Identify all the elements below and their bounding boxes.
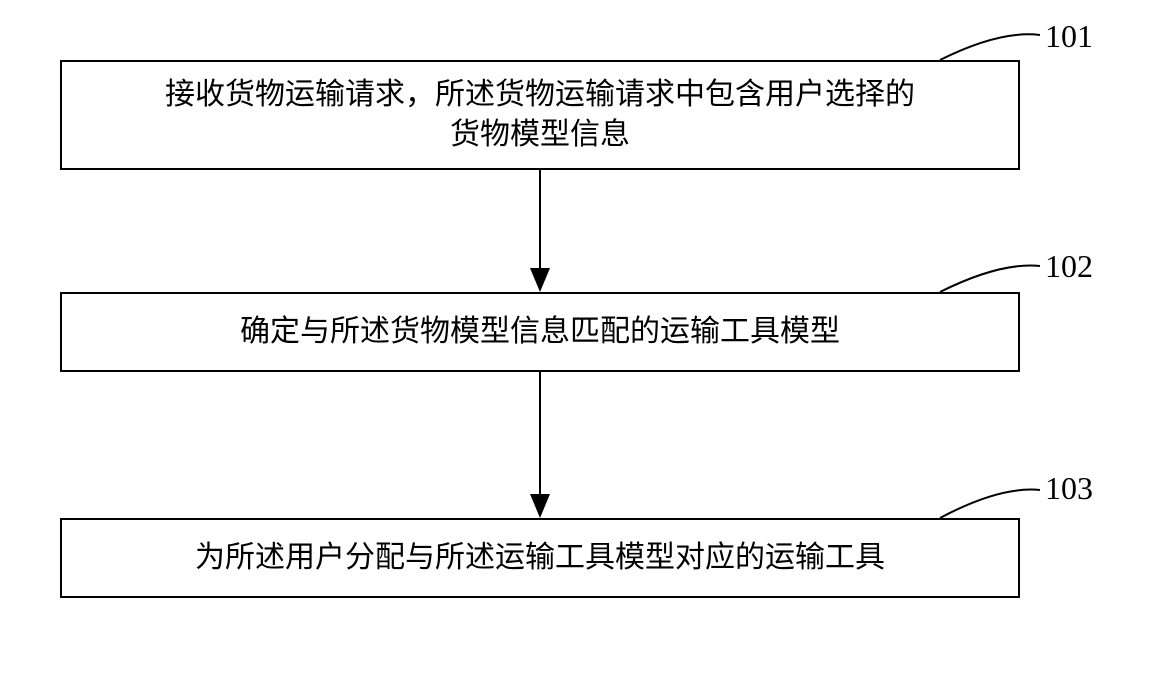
- flowchart-node-text: 确定与所述货物模型信息匹配的运输工具模型: [240, 312, 840, 353]
- flowchart-node-103: 为所述用户分配与所述运输工具模型对应的运输工具: [60, 518, 1020, 598]
- flowchart-node-text: 为所述用户分配与所述运输工具模型对应的运输工具: [195, 538, 885, 579]
- flowchart-node-text: 接收货物运输请求，所述货物运输请求中包含用户选择的 货物模型信息: [165, 75, 915, 156]
- flowchart-step-label-101: 101: [1045, 18, 1093, 55]
- flowchart-step-label-103: 103: [1045, 470, 1093, 507]
- flowchart-node-101: 接收货物运输请求，所述货物运输请求中包含用户选择的 货物模型信息: [60, 60, 1020, 170]
- flowchart-step-label-102: 102: [1045, 248, 1093, 285]
- flowchart-node-102: 确定与所述货物模型信息匹配的运输工具模型: [60, 292, 1020, 372]
- flowchart-canvas: 接收货物运输请求，所述货物运输请求中包含用户选择的 货物模型信息 101 确定与…: [0, 0, 1160, 689]
